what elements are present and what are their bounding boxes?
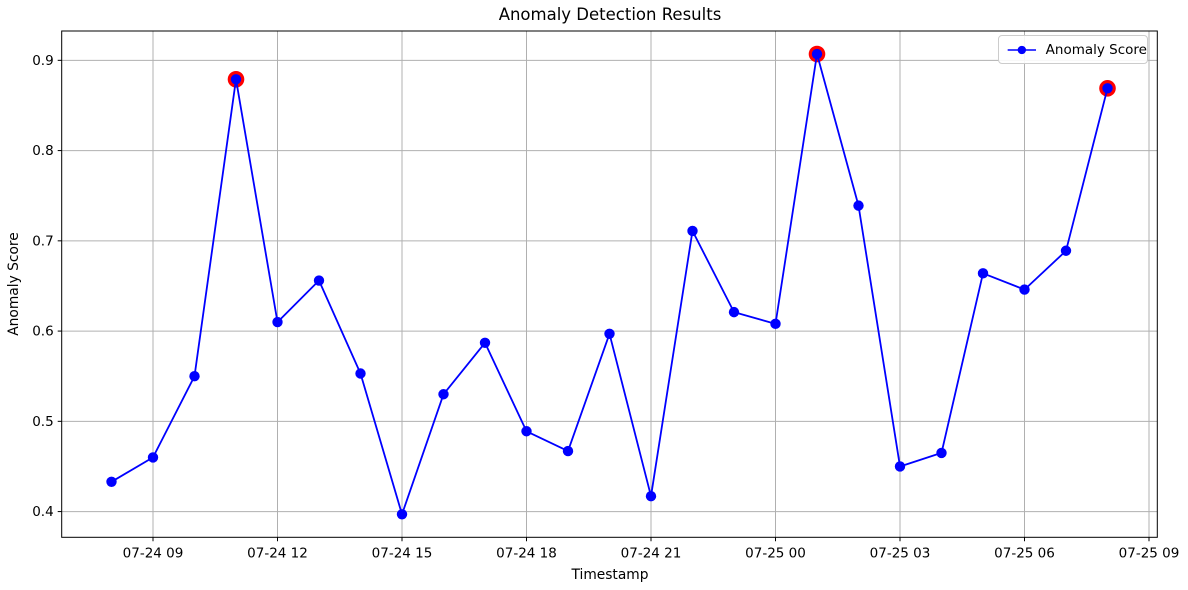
data-point-marker bbox=[147, 452, 159, 463]
x-tick-label: 07-25 03 bbox=[870, 545, 931, 561]
x-tick-label: 07-24 21 bbox=[621, 545, 682, 561]
data-point-marker bbox=[894, 461, 906, 472]
data-point-marker bbox=[438, 389, 449, 400]
legend-line-marker-icon bbox=[1007, 45, 1037, 54]
data-point-marker bbox=[687, 225, 698, 237]
data-point-marker bbox=[853, 200, 864, 211]
x-tick-label: 07-24 12 bbox=[247, 545, 308, 561]
data-point-marker bbox=[1019, 284, 1030, 295]
y-tick-label: 0.6 bbox=[32, 324, 53, 340]
y-tick-label: 0.4 bbox=[32, 504, 53, 520]
legend-label: Anomaly Score bbox=[1045, 41, 1147, 58]
x-tick-label: 07-24 15 bbox=[372, 545, 433, 561]
data-point-marker bbox=[396, 509, 408, 520]
series-line bbox=[111, 53, 1109, 516]
data-point-marker bbox=[521, 426, 532, 437]
data-point-marker bbox=[272, 316, 283, 328]
data-point-marker bbox=[313, 275, 325, 286]
data-point-marker bbox=[936, 447, 947, 459]
data-point-marker bbox=[728, 306, 740, 318]
x-tick-label: 07-25 06 bbox=[994, 545, 1055, 561]
legend: Anomaly Score bbox=[998, 35, 1148, 64]
legend-marker-dot bbox=[1017, 45, 1027, 54]
y-tick-label: 0.7 bbox=[32, 233, 53, 249]
x-axis-label: Timestamp bbox=[571, 567, 649, 583]
y-axis-label: Anomaly Score bbox=[6, 232, 22, 336]
data-point-marker bbox=[355, 368, 366, 379]
data-point-marker bbox=[977, 268, 989, 279]
y-tick-label: 0.9 bbox=[32, 53, 53, 69]
chart-title: Anomaly Detection Results bbox=[498, 5, 722, 24]
y-tick-label: 0.8 bbox=[32, 143, 53, 159]
data-point-marker bbox=[230, 74, 242, 85]
data-point-marker bbox=[562, 445, 574, 457]
data-point-marker bbox=[770, 318, 781, 330]
x-tick-label: 07-24 09 bbox=[123, 545, 184, 561]
data-point-marker bbox=[1102, 83, 1113, 94]
data-point-marker bbox=[604, 328, 615, 339]
data-point-marker bbox=[189, 371, 200, 382]
y-tick-label: 0.5 bbox=[32, 414, 53, 430]
data-point-marker bbox=[645, 491, 657, 502]
x-tick-label: 07-25 09 bbox=[1119, 545, 1180, 561]
data-point-marker bbox=[1060, 245, 1072, 256]
plot-border bbox=[61, 30, 1158, 538]
data-point-marker bbox=[479, 337, 491, 349]
x-tick-label: 07-24 18 bbox=[496, 545, 557, 561]
data-point-marker bbox=[106, 476, 117, 487]
data-point-marker bbox=[811, 48, 823, 60]
x-tick-label: 07-25 00 bbox=[745, 545, 806, 561]
